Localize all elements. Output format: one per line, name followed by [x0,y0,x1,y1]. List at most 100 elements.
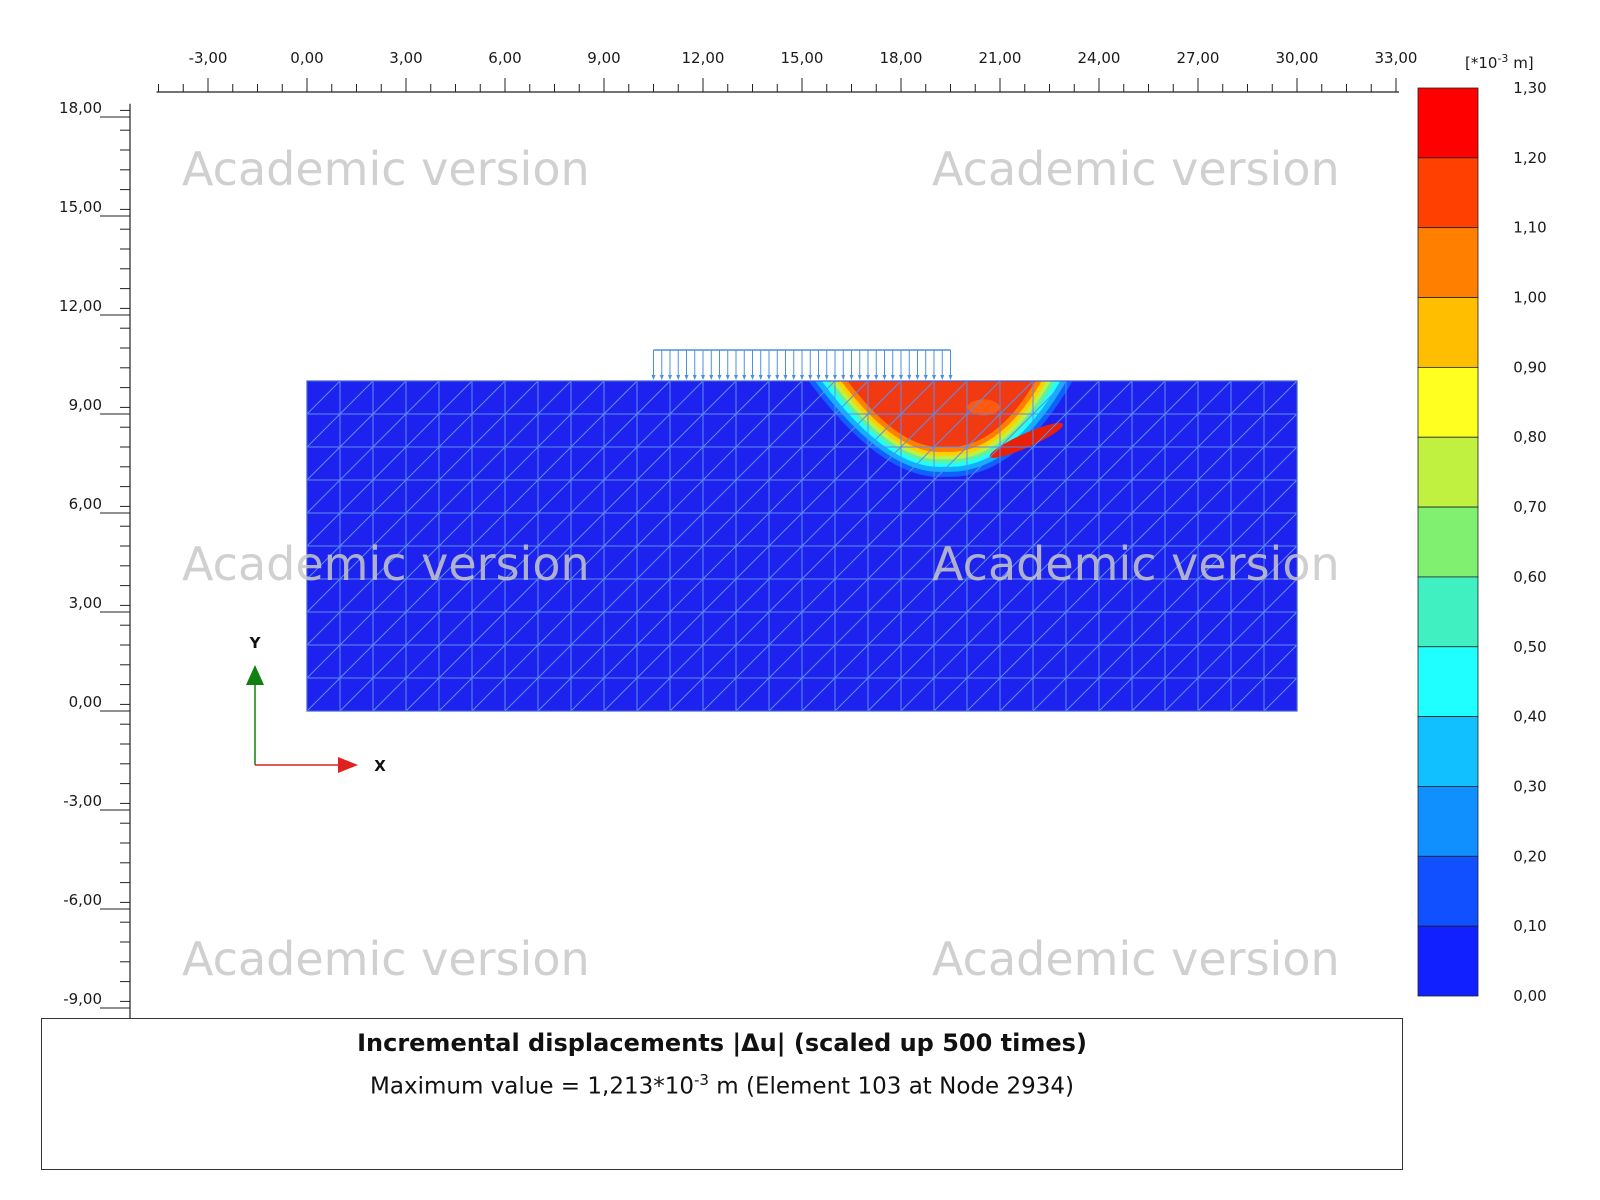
mesh-diagonal [471,677,506,712]
mesh-diagonal [867,611,902,646]
mesh-diagonal [339,644,374,679]
mesh-diagonal [1098,545,1133,580]
mesh-diagonal [339,545,374,580]
mesh-diagonal [669,380,704,415]
mesh-diagonal [1131,380,1166,415]
mesh-diagonal [702,611,737,646]
mesh-diagonal [1164,479,1199,514]
load-arrow-head [767,375,771,380]
y-tick-label: -6,00 [63,891,102,909]
mesh-diagonal [405,578,440,613]
mesh-diagonal [1230,545,1265,580]
mesh-diagonal [537,644,572,679]
mesh-diagonal [1164,677,1199,712]
mesh-diagonal [1098,512,1133,547]
mesh-diagonal [801,677,836,712]
caption-max-exponent: -3 [693,1071,709,1089]
mesh-diagonal [669,446,704,481]
mesh-diagonal [900,677,935,712]
mesh-diagonal [966,479,1001,514]
load-arrow-head [791,375,796,380]
load-arrow-head [659,375,664,380]
mesh-diagonal [1032,380,1067,415]
mesh-diagonal [504,545,539,580]
mesh-diagonal [1164,545,1199,580]
legend-value: 0,70 [1513,498,1546,516]
mesh-diagonal [339,380,374,415]
load-arrow-head [948,375,953,380]
legend-swatch [1417,576,1479,648]
mesh-diagonal [801,446,836,481]
mesh-diagonal [735,677,770,712]
y-indicator-arrowhead [246,665,264,685]
mesh-diagonal [1065,677,1100,712]
mesh-diagonal [438,446,473,481]
y-tick-label: 3,00 [69,594,102,612]
load-arrow-head [816,375,821,380]
mesh-diagonal [636,479,671,514]
y-tick-label: -9,00 [63,990,102,1008]
mesh-diagonal [504,677,539,712]
mesh-diagonal [1098,380,1133,415]
mesh-diagonal [372,644,407,679]
mesh-diagonal [867,380,902,415]
load-arrow-head [833,375,837,380]
mesh-diagonal [1197,479,1232,514]
mesh-diagonal [834,611,869,646]
mesh-diagonal [867,512,902,547]
mesh-diagonal [768,413,803,448]
y-tick-label: 6,00 [69,495,102,513]
mesh-diagonal [768,677,803,712]
x-tick-label: 30,00 [1276,49,1319,67]
mesh-diagonal [735,479,770,514]
mesh-diagonal [1263,578,1298,613]
x-axis-ruler: -3,00 0,00 3,00 6,00 9,00 12,00 15,00 18,00 21,0… [156,49,1417,93]
mesh-diagonal [570,413,605,448]
load-arrow-head [709,375,714,380]
mesh-diagonal [933,512,968,547]
mesh-diagonal [372,578,407,613]
legend-swatch [1417,855,1479,927]
mesh-diagonal [603,545,638,580]
mesh-diagonal [306,644,341,679]
mesh-diagonal [1263,611,1298,646]
mesh-diagonal [1263,644,1298,679]
mesh-diagonal [603,446,638,481]
mesh-diagonal [867,545,902,580]
mesh-diagonal [603,479,638,514]
mesh-diagonal [603,611,638,646]
legend-value: 0,10 [1513,917,1546,935]
load-arrow-head [692,375,697,380]
mesh-diagonal [834,644,869,679]
mesh-diagonal [1065,545,1100,580]
watermark-text: Academic version [182,537,590,591]
legend-value: 1,10 [1513,219,1546,237]
mesh-diagonal [900,479,935,514]
mesh-diagonal [1131,479,1166,514]
mesh-diagonal [438,578,473,613]
mesh-diagonal [372,611,407,646]
mesh-diagonal [306,380,341,415]
mesh-diagonal [471,512,506,547]
mesh-diagonal [537,545,572,580]
mesh-diagonal [438,644,473,679]
mesh-diagonal [405,611,440,646]
legend-value: 1,00 [1513,289,1546,307]
legend-value: 0,00 [1513,987,1546,1005]
mesh-diagonal [999,677,1034,712]
legend-swatch [1417,157,1479,229]
mesh-diagonal [1131,512,1166,547]
mesh-diagonal [636,413,671,448]
mesh-diagonal [933,446,968,481]
mesh-diagonal [867,479,902,514]
legend-swatch [1417,297,1479,368]
mesh-diagonal [339,611,374,646]
mesh-diagonal [504,611,539,646]
legend-swatch [1417,227,1479,298]
mesh-diagonal [702,677,737,712]
mesh-diagonal [405,479,440,514]
mesh-diagonal [438,479,473,514]
mesh-diagonal [570,545,605,580]
y-tick-label: 12,00 [59,297,102,315]
legend-value: 0,30 [1513,777,1546,795]
